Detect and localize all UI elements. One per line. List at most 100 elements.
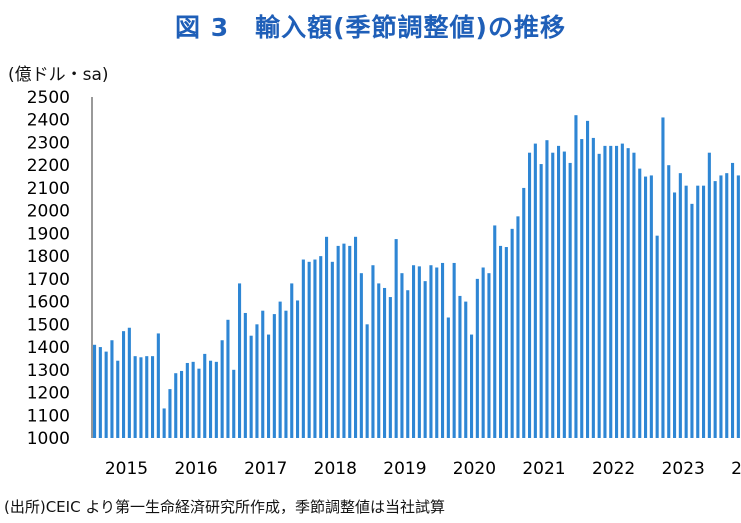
bar <box>325 236 329 438</box>
bar <box>284 310 288 438</box>
x-axis-ticks: 2015 2016 2017 2018 2019 2020 2021 2022 2023 2024 <box>105 459 741 479</box>
bar <box>533 143 537 438</box>
bar <box>661 117 665 439</box>
x-tick-label: 2020 <box>453 459 496 479</box>
bar <box>93 344 97 438</box>
bar <box>731 162 735 438</box>
bar <box>574 115 578 438</box>
bar <box>702 185 706 438</box>
bar <box>446 317 450 438</box>
bar <box>278 301 282 438</box>
bar <box>615 145 619 438</box>
bar <box>145 356 149 438</box>
bar <box>632 152 636 438</box>
bar <box>400 273 404 438</box>
bar <box>522 187 526 438</box>
bar <box>510 228 514 438</box>
y-tick-label: 1000 <box>27 429 70 449</box>
y-tick-label: 2000 <box>27 202 70 222</box>
bar <box>336 245 340 438</box>
bar <box>290 283 294 438</box>
bar <box>151 356 155 438</box>
bar <box>383 287 387 438</box>
x-tick-label: 2022 <box>592 459 635 479</box>
bar <box>638 168 642 439</box>
bar <box>296 300 300 438</box>
x-tick-label: 2023 <box>662 459 705 479</box>
bar <box>655 235 659 438</box>
bar <box>458 295 462 438</box>
bar <box>110 340 114 438</box>
bar <box>214 361 218 438</box>
bar <box>470 334 474 438</box>
y-tick-label: 1200 <box>27 384 70 404</box>
bar-series <box>93 115 740 439</box>
bar <box>388 297 392 438</box>
bar <box>713 181 717 439</box>
y-tick-label: 1400 <box>27 338 70 358</box>
bar <box>423 281 427 438</box>
x-tick-label: 2016 <box>174 459 217 479</box>
bar <box>707 152 711 438</box>
x-tick-label: 2021 <box>522 459 565 479</box>
bar <box>481 267 485 438</box>
bar <box>267 334 271 438</box>
bar <box>568 162 572 438</box>
bar <box>406 290 410 438</box>
bar <box>313 259 317 438</box>
x-tick-label: 2024 <box>731 459 741 479</box>
bar <box>249 335 253 438</box>
x-tick-label: 2019 <box>383 459 426 479</box>
bar <box>620 143 624 438</box>
bar <box>342 243 346 438</box>
bar <box>394 239 398 438</box>
y-tick-label: 1300 <box>27 361 70 381</box>
y-tick-label: 2500 <box>27 88 70 108</box>
y-tick-label: 2200 <box>27 156 70 176</box>
y-tick-label: 2300 <box>27 133 70 153</box>
bar <box>220 340 224 438</box>
bar <box>452 262 456 438</box>
bar <box>122 331 126 438</box>
bar <box>203 353 207 438</box>
y-tick-label: 1500 <box>27 315 70 335</box>
y-tick-label: 2400 <box>27 111 70 131</box>
bar <box>429 265 433 438</box>
bar <box>319 256 323 438</box>
bar <box>365 324 369 438</box>
x-tick-label: 2017 <box>244 459 287 479</box>
bar <box>180 370 184 438</box>
bar <box>696 185 700 438</box>
bar <box>475 278 479 438</box>
bar <box>562 151 566 438</box>
y-tick-label: 2100 <box>27 179 70 199</box>
bar <box>441 262 445 438</box>
bar <box>232 369 236 438</box>
bar <box>591 137 595 439</box>
bar <box>609 145 613 438</box>
bar <box>191 361 195 438</box>
bar <box>243 312 247 438</box>
bar <box>603 145 607 438</box>
y-tick-label: 1700 <box>27 270 70 290</box>
bar <box>197 368 201 438</box>
chart-title: 図 3 輸入額(季節調整値)の推移 <box>175 13 566 42</box>
y-tick-label: 1800 <box>27 247 70 267</box>
bar <box>272 314 276 438</box>
bar <box>516 216 520 438</box>
bar <box>487 273 491 438</box>
x-tick-label: 2015 <box>105 459 148 479</box>
bar <box>330 261 334 438</box>
bar <box>684 185 688 438</box>
bar <box>435 267 439 438</box>
source-note: (出所)CEIC より第一生命経済研究所作成，季節調整値は当社試算 <box>4 498 446 516</box>
bar <box>307 261 311 438</box>
bar <box>504 247 508 438</box>
bar <box>493 225 497 438</box>
bar <box>133 356 137 438</box>
y-axis-unit-label: (億ドル・sa) <box>8 65 109 85</box>
bar <box>539 164 543 438</box>
bar <box>116 360 120 438</box>
bar <box>673 192 677 438</box>
